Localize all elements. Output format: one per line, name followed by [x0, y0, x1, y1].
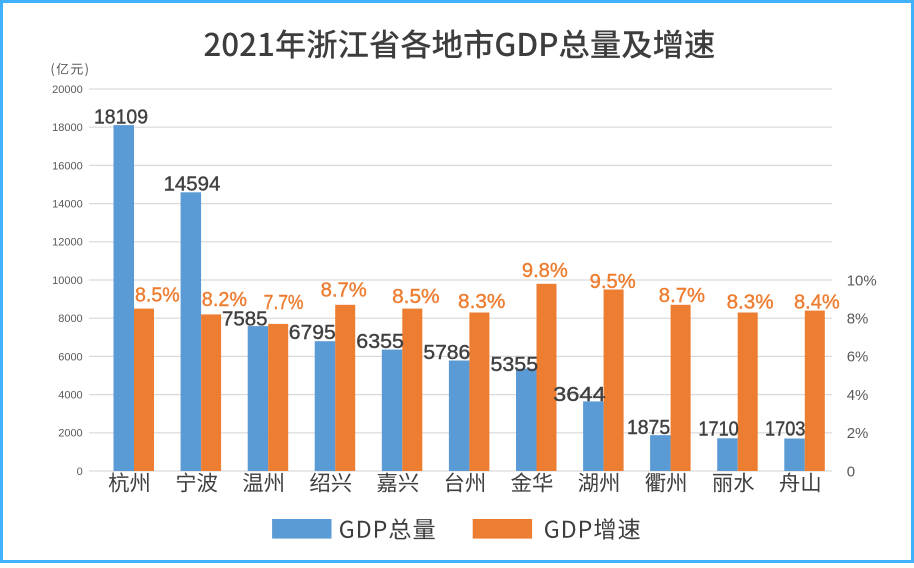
svg-text:20000: 20000 [52, 84, 83, 96]
svg-text:8000: 8000 [58, 313, 82, 325]
svg-text:3644: 3644 [553, 384, 606, 406]
svg-text:8.3%: 8.3% [458, 291, 506, 313]
svg-text:16000: 16000 [52, 160, 83, 172]
svg-text:1875: 1875 [627, 417, 670, 439]
svg-text:14000: 14000 [52, 199, 83, 211]
svg-text:8.2%: 8.2% [202, 289, 247, 311]
svg-text:8.5%: 8.5% [392, 286, 440, 308]
svg-text:18000: 18000 [52, 122, 83, 134]
svg-text:5355: 5355 [491, 354, 539, 376]
svg-text:8.5%: 8.5% [135, 285, 180, 307]
svg-text:10%: 10% [847, 272, 877, 289]
svg-text:6795: 6795 [289, 322, 336, 344]
svg-text:2000: 2000 [58, 428, 82, 440]
svg-text:18109: 18109 [94, 106, 148, 128]
svg-text:1703: 1703 [765, 418, 805, 440]
svg-text:1710: 1710 [698, 418, 738, 440]
svg-text:8.7%: 8.7% [321, 279, 367, 301]
svg-text:4%: 4% [847, 387, 869, 404]
svg-text:6%: 6% [847, 349, 869, 366]
svg-text:6355: 6355 [356, 331, 404, 353]
svg-text:10000: 10000 [52, 275, 83, 287]
svg-text:7.7%: 7.7% [264, 292, 304, 314]
svg-text:12000: 12000 [52, 237, 83, 249]
svg-text:4000: 4000 [58, 390, 82, 402]
svg-text:8.4%: 8.4% [794, 292, 840, 314]
svg-text:14594: 14594 [164, 174, 221, 196]
svg-text:7585: 7585 [222, 309, 268, 331]
svg-text:0: 0 [847, 463, 855, 480]
svg-text:8%: 8% [847, 311, 869, 328]
svg-text:9.8%: 9.8% [522, 260, 568, 282]
svg-text:2%: 2% [847, 425, 869, 442]
svg-text:0: 0 [77, 466, 83, 478]
svg-text:9.5%: 9.5% [590, 271, 636, 293]
svg-text:8.3%: 8.3% [727, 292, 774, 314]
svg-text:8.7%: 8.7% [659, 285, 705, 307]
svg-text:6000: 6000 [58, 351, 82, 363]
svg-text:5786: 5786 [423, 342, 470, 364]
